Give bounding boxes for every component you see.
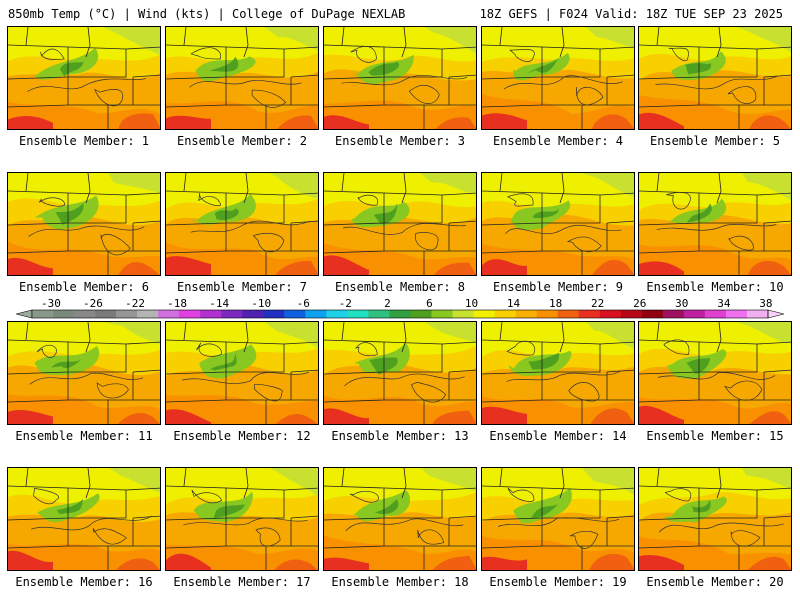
colorbar-segment (662, 310, 685, 318)
member-map-4 (481, 26, 635, 130)
colorbar-tick-label: 22 (591, 298, 604, 310)
member-map-8 (323, 172, 477, 276)
colorbar-min-arrow (15, 309, 33, 319)
member-label-8: Ensemble Member: 8 (334, 280, 466, 294)
member-label-9: Ensemble Member: 9 (492, 280, 624, 294)
colorbar-tick-label: -22 (125, 298, 145, 310)
colorbar-tick-label: 18 (549, 298, 562, 310)
colorbar-segment (599, 310, 622, 318)
colorbar-segment (95, 310, 117, 318)
member-label-19: Ensemble Member: 19 (489, 575, 627, 589)
member-label-5: Ensemble Member: 5 (649, 134, 781, 148)
colorbar-segment (200, 310, 222, 318)
colorbar-segment (515, 310, 537, 318)
colorbar-segment (263, 310, 285, 318)
member-label-18: Ensemble Member: 18 (331, 575, 469, 589)
member-label-6: Ensemble Member: 6 (18, 280, 150, 294)
member-map-9 (481, 172, 635, 276)
colorbar-segment (347, 310, 369, 318)
model-run-info: 18Z GEFS | F024 Valid: 18Z TUE SEP 23 20… (479, 7, 783, 21)
member-map-16 (7, 467, 161, 571)
colorbar-segment (389, 310, 411, 318)
member-label-10: Ensemble Member: 10 (646, 280, 784, 294)
colorbar-segment (452, 310, 474, 318)
member-map-14 (481, 321, 635, 425)
member-label-11: Ensemble Member: 11 (15, 429, 153, 443)
member-map-7 (165, 172, 319, 276)
colorbar-segment (53, 310, 75, 318)
colorbar-segment (158, 310, 180, 318)
colorbar-tick-label: -26 (83, 298, 103, 310)
colorbar-tick-label: 6 (426, 298, 433, 310)
colorbar-tick-label: 38 (759, 298, 772, 310)
colorbar-segment (620, 310, 643, 318)
colorbar-segment (284, 310, 306, 318)
member-map-5 (638, 26, 792, 130)
colorbar-segment (641, 310, 664, 318)
colorbar-segment (221, 310, 243, 318)
member-map-13 (323, 321, 477, 425)
member-label-17: Ensemble Member: 17 (173, 575, 311, 589)
colorbar-segment (578, 310, 601, 318)
colorbar-tick-label: 10 (465, 298, 478, 310)
member-label-3: Ensemble Member: 3 (334, 134, 466, 148)
colorbar-tick-label: -18 (167, 298, 187, 310)
colorbar-segment (494, 310, 516, 318)
colorbar-segment (431, 310, 453, 318)
member-map-10 (638, 172, 792, 276)
colorbar-segment (137, 310, 159, 318)
colorbar-segment (473, 310, 495, 318)
colorbar-max-arrow (767, 309, 785, 319)
member-map-12 (165, 321, 319, 425)
member-label-14: Ensemble Member: 14 (489, 429, 627, 443)
member-label-2: Ensemble Member: 2 (176, 134, 308, 148)
colorbar-segment (326, 310, 348, 318)
colorbar-tick-label: 14 (507, 298, 521, 310)
member-label-12: Ensemble Member: 12 (173, 429, 311, 443)
colorbar-tick-label: 2 (384, 298, 391, 310)
colorbar-segment (704, 310, 727, 318)
colorbar-tick-label: -10 (251, 298, 271, 310)
colorbar-segment (368, 310, 390, 318)
member-label-20: Ensemble Member: 20 (646, 575, 784, 589)
colorbar-segment (410, 310, 432, 318)
colorbar-segment (557, 310, 580, 318)
member-label-4: Ensemble Member: 4 (492, 134, 624, 148)
colorbar-segment (305, 310, 327, 318)
colorbar-segment (242, 310, 264, 318)
colorbar-tick-label: 34 (717, 298, 731, 310)
member-map-18 (323, 467, 477, 571)
colorbar-tick-label: 26 (633, 298, 646, 310)
member-map-2 (165, 26, 319, 130)
member-label-13: Ensemble Member: 13 (331, 429, 469, 443)
colorbar-tick-label: -2 (339, 298, 352, 310)
colorbar-segment (179, 310, 201, 318)
member-label-1: Ensemble Member: 1 (18, 134, 150, 148)
member-map-6 (7, 172, 161, 276)
temperature-colorbar: -30 -26 -22 -18 -14 -10 -6 -2 2 6 10 14 18 22 26 30 34 38… (15, 298, 785, 319)
member-map-11 (7, 321, 161, 425)
colorbar-tick-label: 30 (675, 298, 688, 310)
member-map-20 (638, 467, 792, 571)
member-map-15 (638, 321, 792, 425)
colorbar-tick-label: -6 (297, 298, 310, 310)
member-label-15: Ensemble Member: 15 (646, 429, 784, 443)
member-map-17 (165, 467, 319, 571)
member-label-16: Ensemble Member: 16 (15, 575, 153, 589)
colorbar-segment (536, 310, 559, 318)
colorbar-tick-label: -30 (41, 298, 61, 310)
colorbar-segment (32, 310, 54, 318)
colorbar-segment (74, 310, 96, 318)
colorbar-tick-label: -14 (209, 298, 229, 310)
colorbar-segment (725, 310, 748, 318)
colorbar-segment (683, 310, 706, 318)
colorbar-segment (746, 310, 769, 318)
member-label-7: Ensemble Member: 7 (176, 280, 308, 294)
member-map-1 (7, 26, 161, 130)
member-map-3 (323, 26, 477, 130)
colorbar-segment (116, 310, 138, 318)
map-title: 850mb Temp (°C) | Wind (kts) | College o… (8, 7, 406, 21)
member-map-19 (481, 467, 635, 571)
